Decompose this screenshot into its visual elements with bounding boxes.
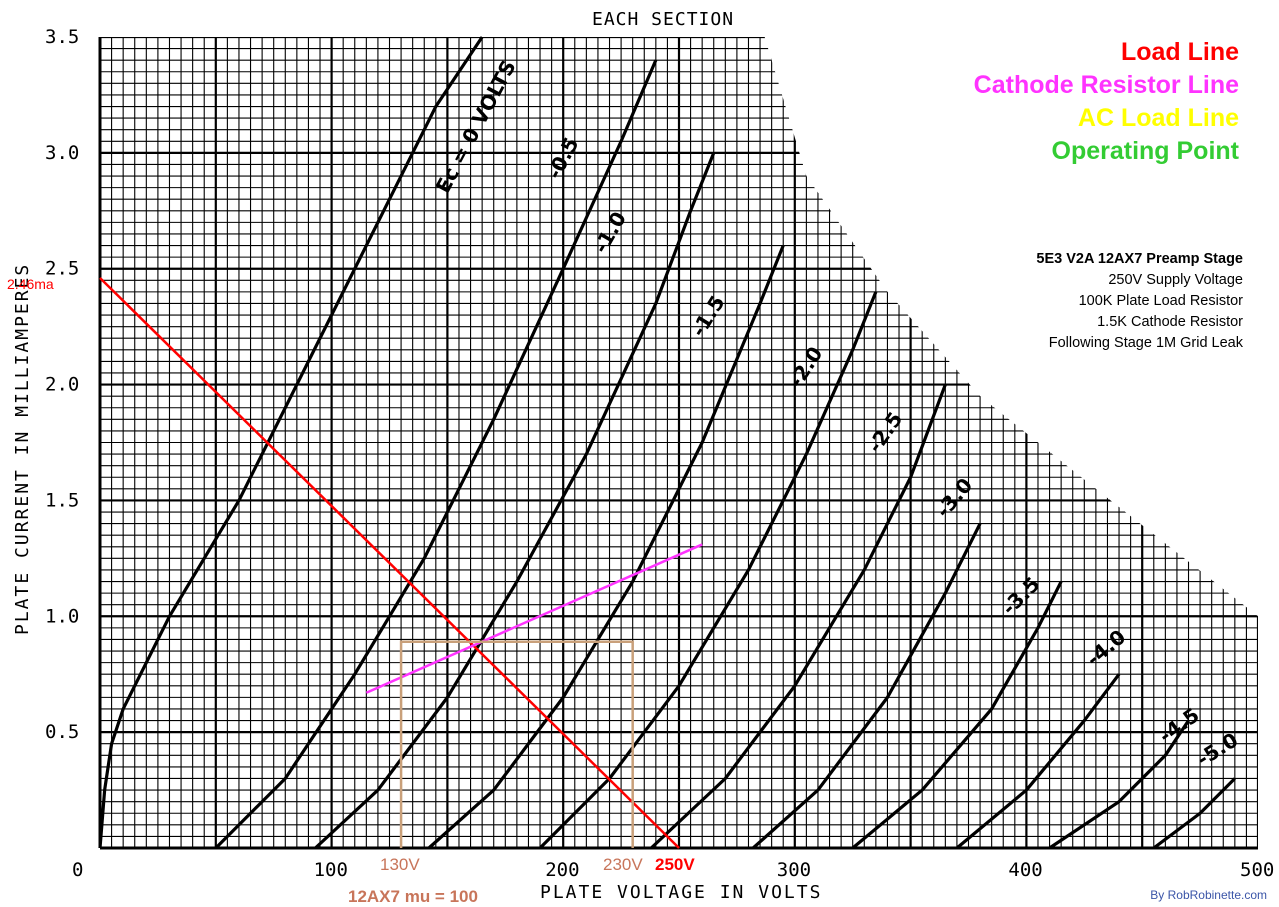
x-tick-label: 100 [314, 859, 348, 881]
x-tick-label: 400 [1008, 859, 1042, 881]
x-tick-label: 300 [777, 859, 811, 881]
curve-label: -1.5 [686, 291, 730, 341]
y-tick-label: 2.0 [45, 374, 79, 396]
y-tick-label: 3.5 [45, 26, 79, 48]
info-line: Following Stage 1M Grid Leak [1048, 335, 1243, 351]
load-line-intercept-label: 2.46ma [7, 276, 54, 292]
info-line: 250V Supply Voltage [1108, 272, 1243, 288]
load-line [99, 277, 680, 849]
y-tick-label: 0.5 [45, 721, 79, 743]
plate-curve [752, 522, 982, 850]
mu-label: 12AX7 mu = 100 [348, 887, 478, 906]
y-tick-label: 2.5 [45, 258, 79, 280]
info-line: 100K Plate Load Resistor [1078, 293, 1243, 309]
cathode-resistor-line [365, 543, 703, 694]
op-low-voltage-label: 130V [380, 855, 420, 874]
curve-label: -3.0 [931, 473, 977, 522]
x-tick-label: 500 [1240, 859, 1274, 881]
y-axis-title: PLATE CURRENT IN MILLIAMPERES [12, 263, 33, 635]
x-axis-title: PLATE VOLTAGE IN VOLTS [540, 882, 822, 903]
y-tick-label: 3.0 [45, 142, 79, 164]
plate-curve [1152, 777, 1236, 850]
legend-ac-load-line: AC Load Line [1077, 104, 1239, 132]
plate-curve [314, 152, 716, 850]
info-title: 5E3 V2A 12AX7 Preamp Stage [1036, 251, 1243, 267]
plate-curve [214, 59, 658, 850]
credit-label: By RobRobinette.com [1150, 888, 1267, 902]
plate-curve [955, 673, 1121, 850]
operating-point-box [399, 640, 634, 848]
curve-label: -1.0 [588, 207, 631, 257]
chart-subtitle: EACH SECTION [592, 9, 735, 30]
supply-voltage-label: 250V [655, 855, 695, 874]
plate-curve [851, 580, 1063, 850]
plate-curve [98, 36, 484, 849]
curve-label: -2.5 [863, 407, 908, 457]
legend-load-line: Load Line [1120, 38, 1239, 66]
legend-cathode-resistor-line: Cathode Resistor Line [973, 71, 1239, 99]
y-tick-label: 1.0 [45, 605, 79, 627]
plate-curve [1048, 719, 1190, 850]
plate-curve [650, 384, 947, 850]
legend-operating-point: Operating Point [1051, 137, 1240, 165]
curve-label: -4.0 [1081, 625, 1130, 671]
info-line: 1.5K Cathode Resistor [1097, 314, 1243, 330]
op-high-voltage-label: 230V [603, 855, 643, 874]
x-tick-label: 0 [72, 859, 83, 881]
x-tick-label: 200 [545, 859, 579, 881]
y-tick-label: 1.5 [45, 489, 79, 511]
plate-curve [427, 244, 785, 850]
